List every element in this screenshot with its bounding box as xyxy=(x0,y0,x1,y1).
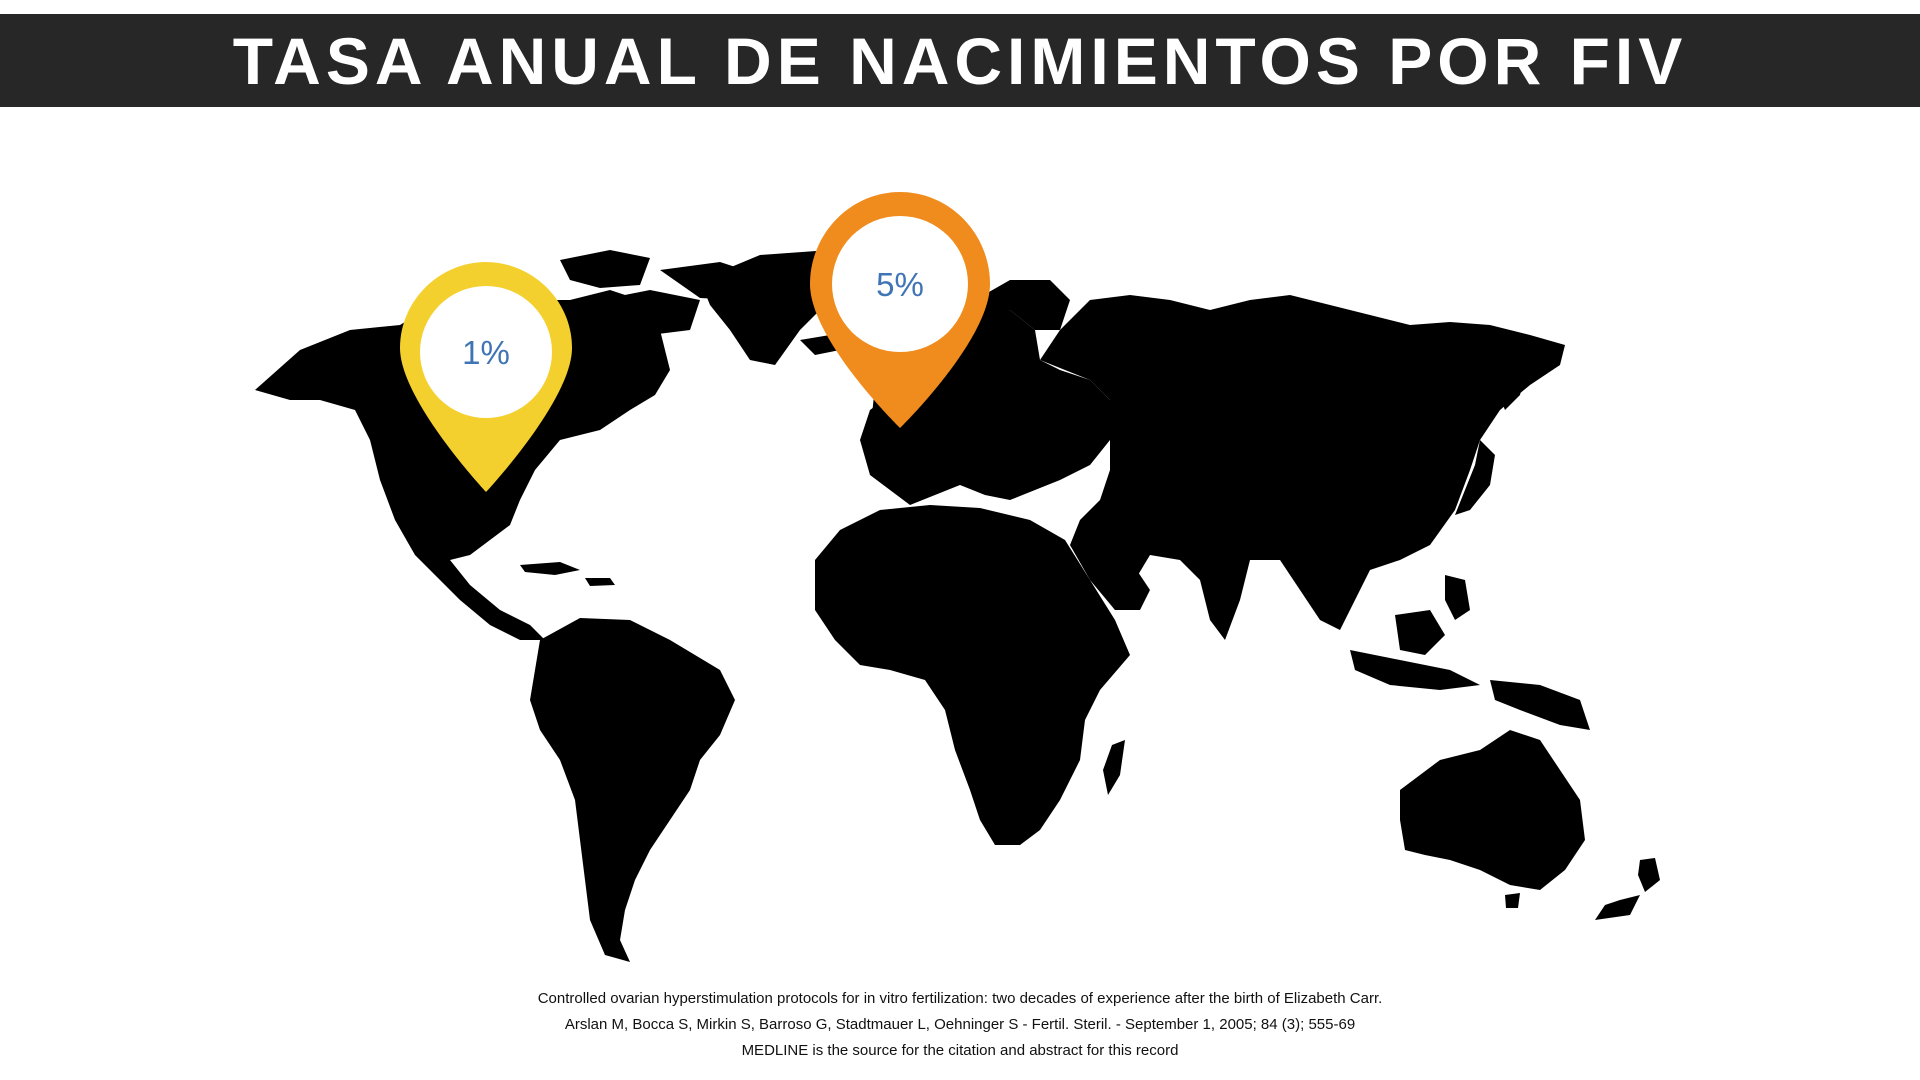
caribbean-shape xyxy=(520,562,580,575)
new-zealand-shape xyxy=(1638,858,1660,892)
citation-authors: Arslan M, Bocca S, Mirkin S, Barroso G, … xyxy=(564,1016,1356,1033)
new-guinea-shape xyxy=(1490,680,1590,730)
title-bar: TASA ANUAL DE NACIMIENTOS POR FIV xyxy=(0,14,1920,107)
citation-block: Controlled ovarian hyperstimulation prot… xyxy=(0,986,1920,1064)
asia-shape xyxy=(1040,295,1565,640)
north-america-shape xyxy=(255,290,670,640)
marker-value-europe: 5% xyxy=(876,266,924,303)
indonesia-shape xyxy=(1350,650,1480,690)
arctic-islands-shape-2 xyxy=(600,290,700,335)
marker-value-north-america: 1% xyxy=(462,334,510,371)
map-pin-icon xyxy=(400,262,572,492)
madagascar-shape xyxy=(1103,740,1125,795)
borneo-shape xyxy=(1395,610,1445,655)
citation-source: MEDLINE is the source for the citation a… xyxy=(741,1042,1179,1059)
africa-shape xyxy=(815,505,1130,845)
page-title: TASA ANUAL DE NACIMIENTOS POR FIV xyxy=(232,23,1688,98)
south-america-shape xyxy=(530,618,735,962)
citation-title: Controlled ovarian hyperstimulation prot… xyxy=(537,990,1383,1007)
tasmania-shape xyxy=(1505,893,1520,908)
caribbean-shape-2 xyxy=(585,578,615,586)
europe-shape xyxy=(860,310,1110,505)
philippines-shape xyxy=(1445,575,1470,620)
japan-shape xyxy=(1455,440,1495,515)
map-pin-icon xyxy=(810,192,990,428)
arabia-shape xyxy=(1070,540,1150,610)
new-zealand-shape-2 xyxy=(1595,895,1640,920)
kamchatka-shape xyxy=(1495,350,1530,410)
arctic-islands-shape xyxy=(560,250,650,288)
australia-shape xyxy=(1400,730,1585,890)
